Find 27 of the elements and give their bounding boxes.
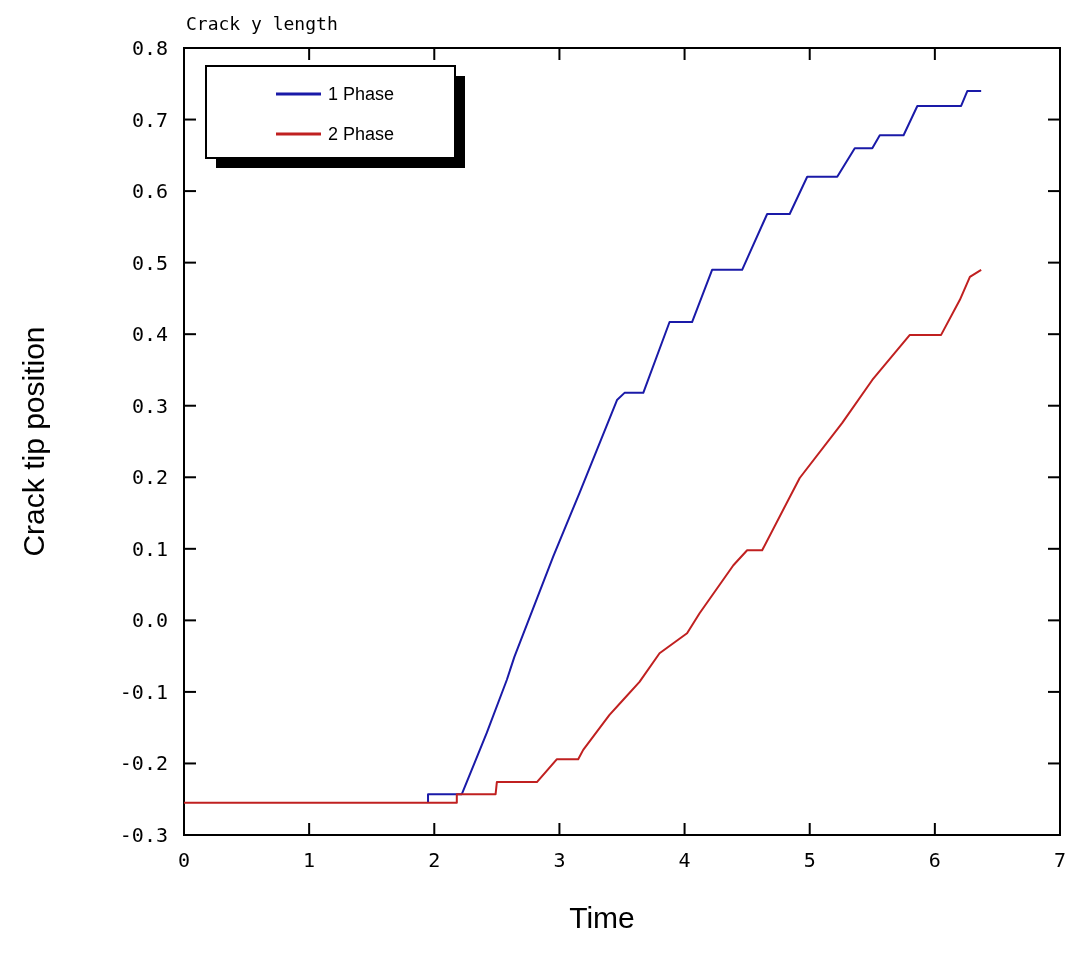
y-tick-label: -0.1 bbox=[119, 679, 168, 704]
y-tick-label: 0.3 bbox=[131, 393, 168, 418]
x-tick-label: 1 bbox=[303, 848, 316, 872]
y-tick-label: 0.8 bbox=[131, 36, 168, 60]
x-tick-label: 3 bbox=[553, 848, 566, 872]
x-tick-label: 7 bbox=[1053, 848, 1065, 872]
y-tick-label: 0.7 bbox=[131, 107, 168, 132]
legend-label: 2 Phase bbox=[328, 124, 395, 144]
y-tick-label: 0.2 bbox=[131, 465, 168, 490]
line-series bbox=[183, 268, 983, 804]
y-tick-label: 0.0 bbox=[131, 608, 168, 633]
x-tick-label: 4 bbox=[678, 848, 691, 872]
line-series bbox=[427, 89, 983, 804]
y-tick-label: 0.4 bbox=[131, 322, 168, 347]
x-tick-label: 6 bbox=[928, 848, 941, 872]
y-tick-label: 0.6 bbox=[131, 179, 168, 204]
x-tick-label: 2 bbox=[428, 848, 441, 872]
x-tick-label: 5 bbox=[803, 848, 816, 872]
y-tick-label: -0.2 bbox=[119, 751, 168, 776]
x-axis-title: Time bbox=[569, 901, 635, 934]
legend-label: 1 Phase bbox=[328, 84, 395, 104]
x-tick-label: 0 bbox=[177, 848, 191, 872]
y-tick-label: -0.3 bbox=[119, 823, 168, 847]
y-tick-label: 0.5 bbox=[131, 250, 168, 275]
y-axis-title: Crack tip position bbox=[17, 326, 50, 557]
y-tick-label: 0.1 bbox=[131, 536, 168, 561]
chart-title: Crack y length bbox=[186, 13, 338, 34]
